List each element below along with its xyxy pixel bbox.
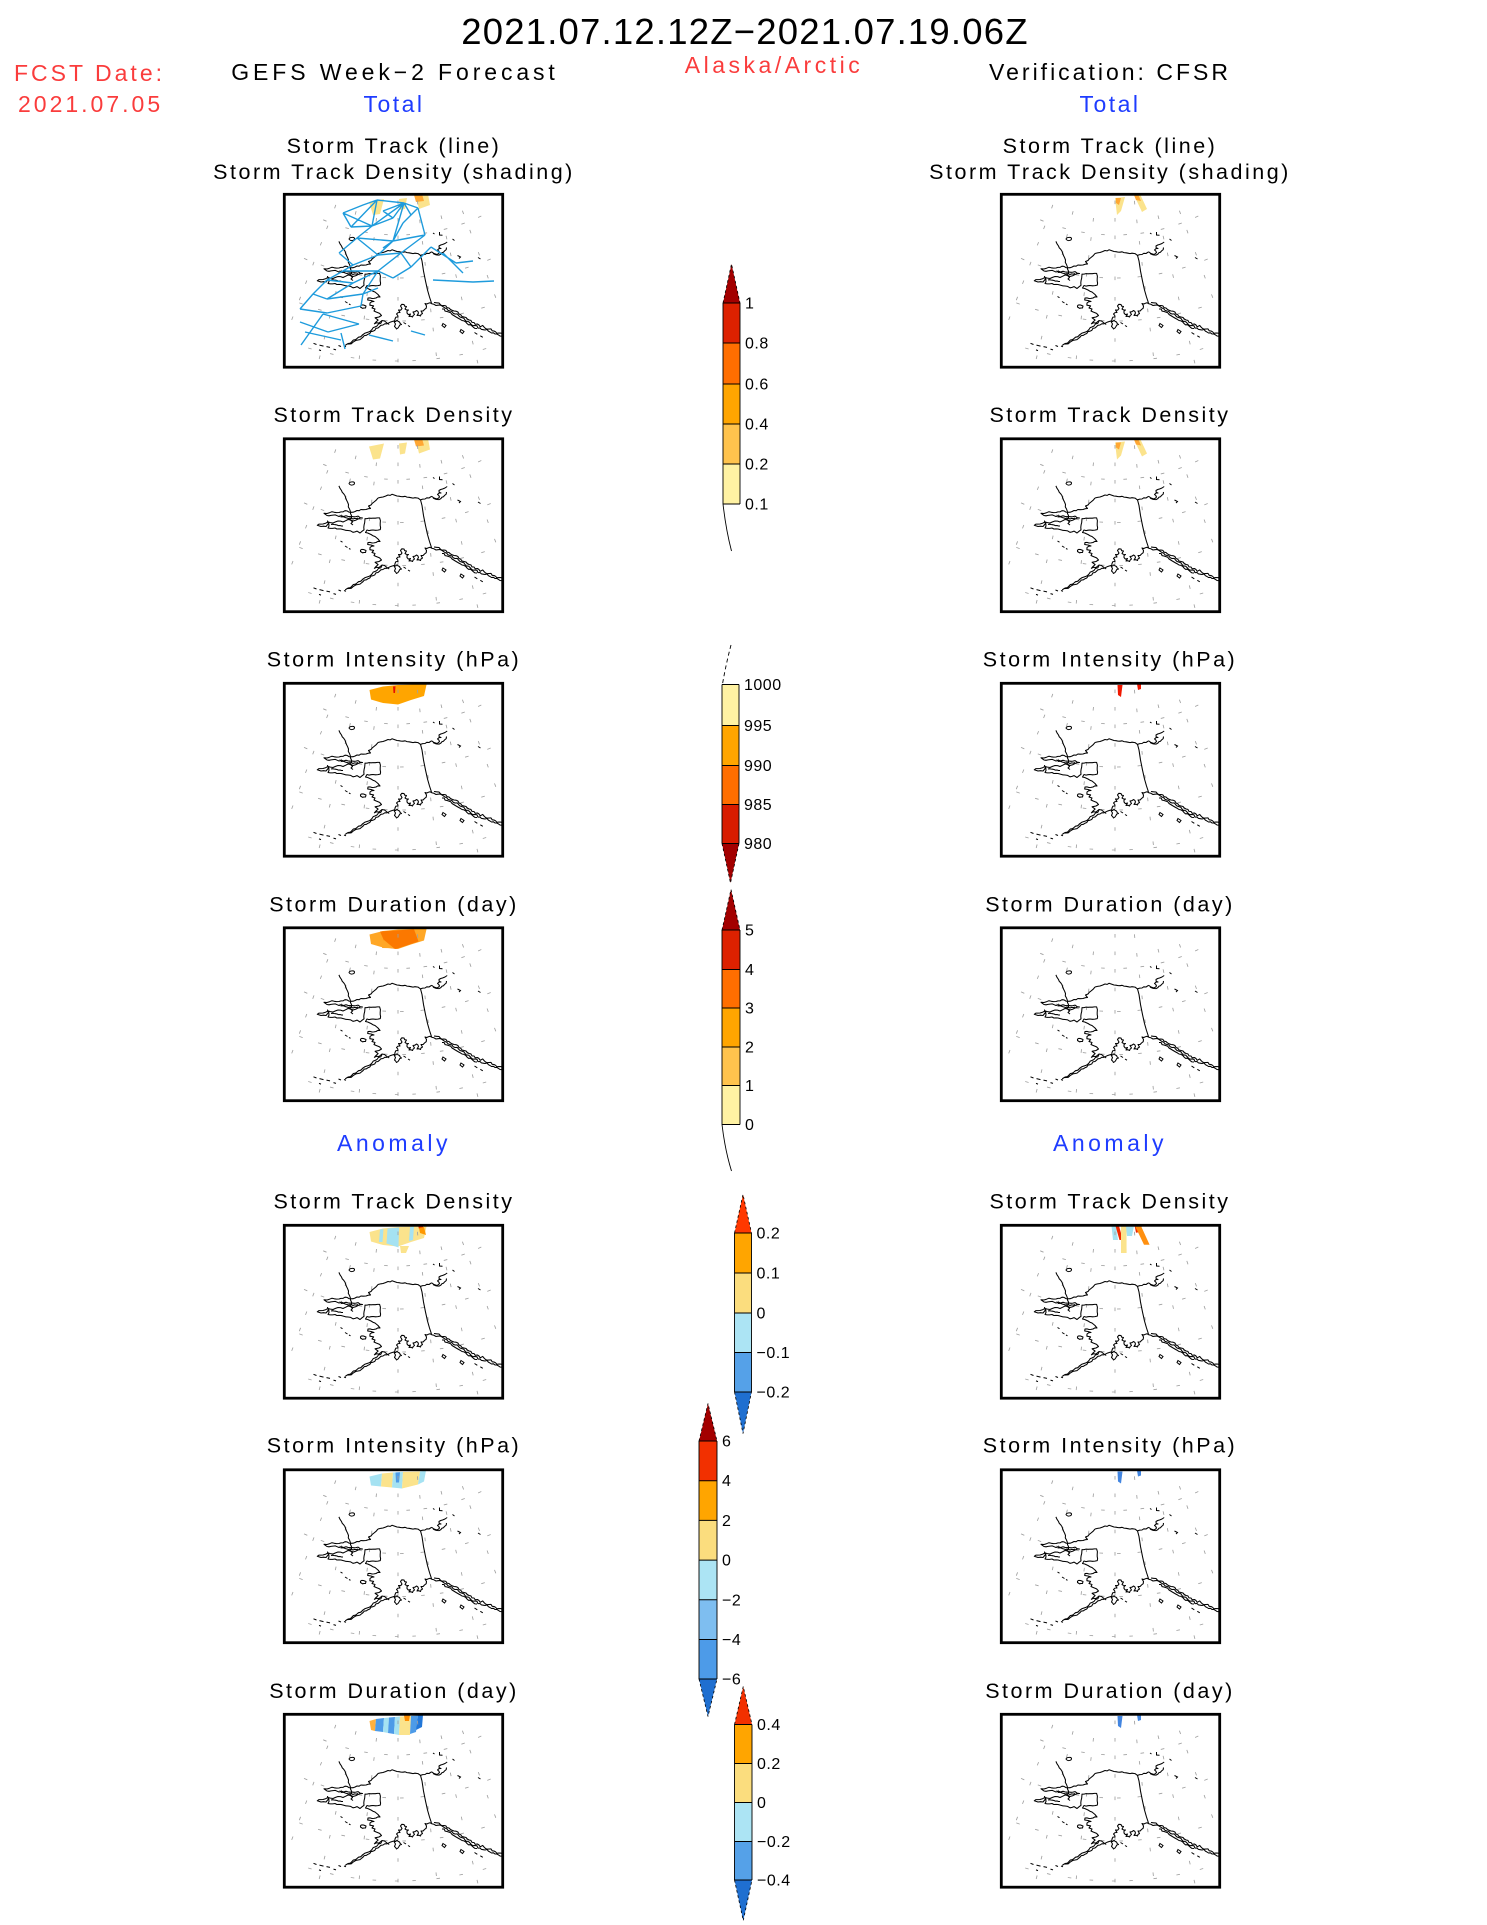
svg-text:Storm Track (line): Storm Track (line) [287, 134, 502, 158]
svg-text:Storm Duration (day): Storm Duration (day) [269, 1679, 519, 1703]
svg-text:Anomaly: Anomaly [1053, 1130, 1167, 1156]
svg-text:985: 985 [744, 797, 772, 814]
svg-text:0: 0 [722, 1553, 731, 1570]
svg-text:Storm Duration (day): Storm Duration (day) [985, 1679, 1235, 1703]
svg-text:Verification: CFSR: Verification: CFSR [989, 59, 1231, 85]
svg-text:4: 4 [745, 962, 754, 979]
svg-text:Total: Total [363, 91, 424, 117]
svg-text:−0.4: −0.4 [757, 1873, 791, 1890]
svg-text:0.4: 0.4 [757, 1717, 781, 1734]
svg-text:2021.07.12.12Z−2021.07.19.06Z: 2021.07.12.12Z−2021.07.19.06Z [461, 11, 1029, 52]
svg-text:0.2: 0.2 [757, 1226, 781, 1243]
svg-text:5: 5 [745, 923, 754, 940]
svg-text:−0.1: −0.1 [757, 1345, 791, 1362]
svg-text:0: 0 [745, 1117, 754, 1134]
svg-text:Storm Track Density (shading): Storm Track Density (shading) [213, 160, 575, 184]
svg-text:Alaska/Arctic: Alaska/Arctic [685, 52, 863, 78]
svg-text:Storm Intensity (hPa): Storm Intensity (hPa) [267, 1434, 521, 1458]
svg-text:2021.07.05: 2021.07.05 [18, 91, 163, 117]
svg-text:0.4: 0.4 [745, 417, 769, 434]
svg-text:−4: −4 [722, 1632, 741, 1649]
svg-text:−2: −2 [722, 1592, 741, 1609]
svg-text:Storm Intensity (hPa): Storm Intensity (hPa) [983, 1434, 1237, 1458]
svg-text:−6: −6 [722, 1672, 741, 1689]
svg-text:2: 2 [745, 1040, 754, 1057]
svg-text:2: 2 [722, 1513, 731, 1530]
svg-text:Storm Track Density: Storm Track Density [989, 1190, 1230, 1214]
svg-text:0: 0 [757, 1795, 766, 1812]
svg-text:0.1: 0.1 [757, 1266, 781, 1283]
svg-text:GEFS Week−2 Forecast: GEFS Week−2 Forecast [231, 59, 558, 85]
svg-text:1: 1 [745, 296, 754, 313]
svg-text:990: 990 [744, 758, 772, 775]
svg-text:Storm Intensity (hPa): Storm Intensity (hPa) [983, 648, 1237, 672]
svg-text:Storm Duration (day): Storm Duration (day) [269, 893, 519, 917]
svg-text:3: 3 [745, 1001, 754, 1018]
svg-text:Storm Track Density: Storm Track Density [273, 403, 514, 427]
svg-text:0: 0 [757, 1306, 766, 1323]
svg-text:6: 6 [722, 1434, 731, 1451]
svg-text:Storm Track Density: Storm Track Density [989, 403, 1230, 427]
svg-text:Storm Track Density (shading): Storm Track Density (shading) [929, 160, 1291, 184]
svg-text:FCST Date:: FCST Date: [14, 60, 165, 86]
svg-text:0.6: 0.6 [745, 377, 769, 394]
svg-text:−0.2: −0.2 [757, 1834, 791, 1851]
svg-text:Storm Intensity (hPa): Storm Intensity (hPa) [267, 648, 521, 672]
svg-text:1000: 1000 [744, 677, 782, 694]
svg-text:0.1: 0.1 [745, 497, 769, 514]
svg-text:995: 995 [744, 718, 772, 735]
svg-text:Total: Total [1079, 91, 1140, 117]
svg-text:0.2: 0.2 [757, 1756, 781, 1773]
svg-text:0.2: 0.2 [745, 457, 769, 474]
svg-text:4: 4 [722, 1473, 731, 1490]
svg-text:1: 1 [745, 1078, 754, 1095]
svg-text:Storm Track (line): Storm Track (line) [1003, 134, 1218, 158]
svg-text:980: 980 [744, 836, 772, 853]
svg-text:−0.2: −0.2 [757, 1385, 791, 1402]
svg-text:Storm Track Density: Storm Track Density [273, 1190, 514, 1214]
svg-text:Anomaly: Anomaly [337, 1130, 451, 1156]
svg-text:0.8: 0.8 [745, 336, 769, 353]
svg-text:Storm Duration (day): Storm Duration (day) [985, 893, 1235, 917]
